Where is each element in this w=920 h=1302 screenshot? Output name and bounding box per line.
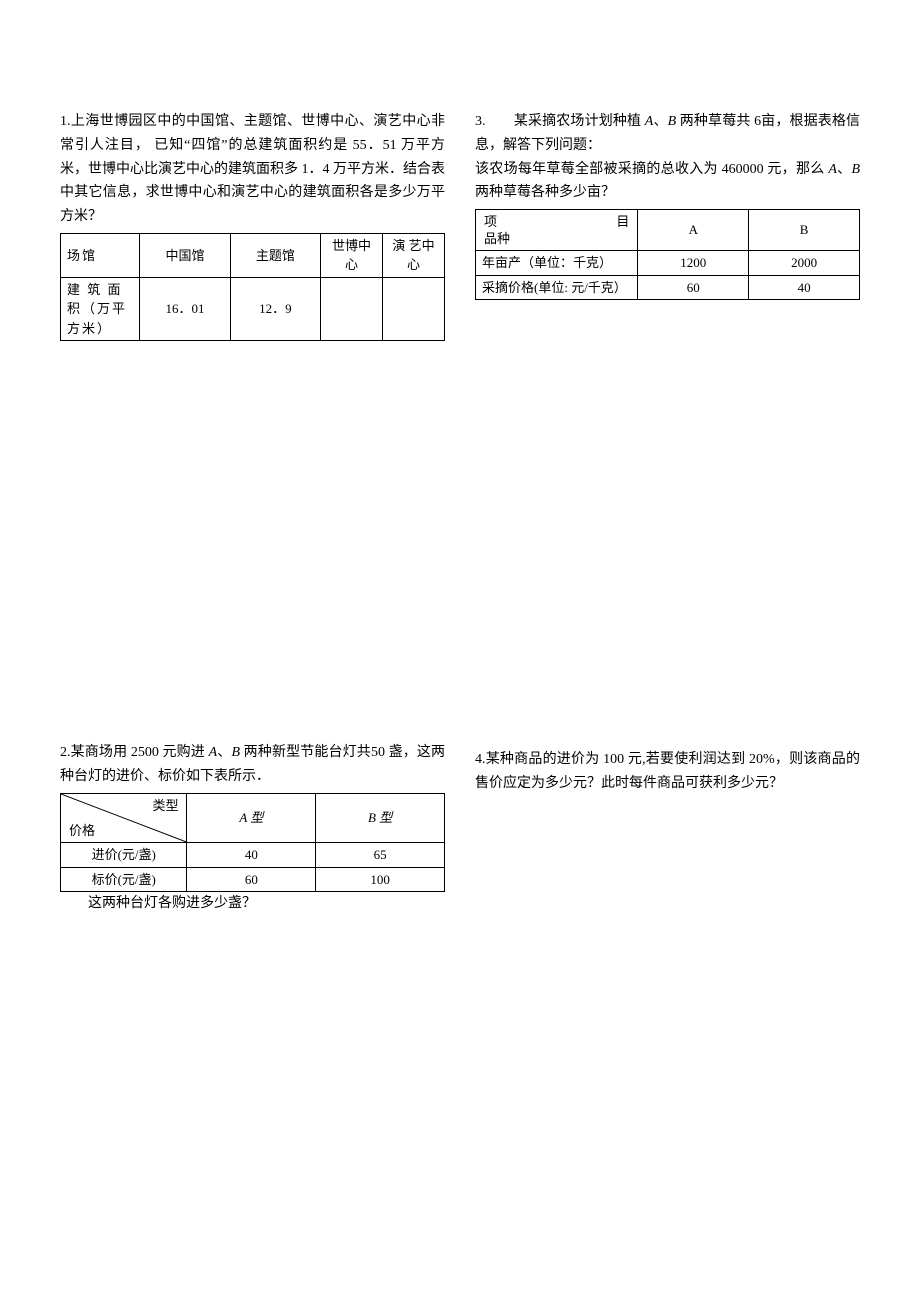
problem-4: 4.某种商品的进价为 100 元,若要使利润达到 20%，则该商品的售价应定为多… [475, 748, 860, 796]
problem-2: 2.某商场用 2500 元购进 A、B 两种新型节能台灯共50 盏，这两种台灯的… [60, 741, 445, 915]
problem-3-text2: 该农场每年草莓全部被采摘的总收入为 460000 元，那么 A、B 两种草莓各种… [475, 158, 860, 206]
q2-col-a: A 型 [187, 794, 316, 843]
q2-a: A [209, 745, 218, 760]
q1-c0: 16．01 [140, 277, 230, 341]
q3-diag-top: 目 [616, 212, 629, 232]
q1-h1: 中国馆 [140, 233, 230, 277]
q2-r0-a: 40 [187, 843, 316, 868]
q3-b2: B [851, 162, 860, 177]
q3-b: B [668, 114, 677, 129]
q2-pre: 2.某商场用 2500 元购进 [60, 745, 209, 760]
q3-a2: A [828, 162, 837, 177]
problem-2-table: 类型 价格 A 型 B 型 进价(元/盏) 40 65 标价(元/盏) 60 1… [60, 793, 445, 892]
problem-4-text: 4.某种商品的进价为 100 元,若要使利润达到 20%，则该商品的售价应定为多… [475, 748, 860, 796]
q1-h4: 演 艺中心 [382, 233, 444, 277]
q1-h2: 主题馆 [230, 233, 320, 277]
q3-mid2: 、 [837, 162, 852, 177]
problem-2-text: 2.某商场用 2500 元购进 A、B 两种新型节能台灯共50 盏，这两种台灯的… [60, 741, 445, 789]
spacer [60, 361, 445, 741]
q2-b: B [231, 745, 240, 760]
q2-diag-top: 类型 [152, 796, 178, 816]
q2-r1-a: 60 [187, 867, 316, 892]
q2-diag-bottom: 价格 [69, 821, 95, 841]
q3-col-b: B [749, 210, 860, 251]
q2-diag-cell: 类型 价格 [61, 794, 187, 843]
q2-col-b: B 型 [316, 794, 445, 843]
q2-r1-b: 100 [316, 867, 445, 892]
q1-c1: 12．9 [230, 277, 320, 341]
q1-c3 [382, 277, 444, 341]
q3-r0-b: 2000 [749, 251, 860, 276]
q1-h0: 场馆 [61, 233, 140, 277]
q3-r1-b: 40 [749, 275, 860, 300]
problem-1: 1.上海世博园区中的中国馆、主题馆、世博中心、演艺中心非常引人注目， 已知“四馆… [60, 110, 445, 341]
q2-tail: 这两种台灯各购进多少盏？ [60, 892, 445, 916]
spacer-2 [475, 320, 860, 748]
problem-3-table: 项 目 品种 A B 年亩产（单位：千克） 1200 2000 采摘价格(单位:… [475, 209, 860, 300]
q1-rowlabel: 建 筑 面积（万平方米） [61, 277, 140, 341]
q3-col-a: A [638, 210, 749, 251]
q1-c2 [320, 277, 382, 341]
q3-r1-a: 60 [638, 275, 749, 300]
q3-mid: 、 [653, 114, 667, 129]
q3-r0-label: 年亩产（单位：千克） [476, 251, 638, 276]
problem-3: 3. 某采摘农场计划种植 A、B 两种草莓共 6亩，根据表格信息，解答下列问题：… [475, 110, 860, 300]
q3-diag-bottom: 品种 [484, 229, 510, 249]
q3-r0-a: 1200 [638, 251, 749, 276]
problem-1-text: 1.上海世博园区中的中国馆、主题馆、世博中心、演艺中心非常引人注目， 已知“四馆… [60, 110, 445, 229]
q2-r1-label: 标价(元/盏) [61, 867, 187, 892]
problem-3-text1: 3. 某采摘农场计划种植 A、B 两种草莓共 6亩，根据表格信息，解答下列问题： [475, 110, 860, 158]
problem-1-table: 场馆 中国馆 主题馆 世博中心 演 艺中心 建 筑 面积（万平方米） 16．01… [60, 233, 445, 342]
q2-r0-label: 进价(元/盏) [61, 843, 187, 868]
q2-r0-b: 65 [316, 843, 445, 868]
q2-mid: 、 [217, 745, 231, 760]
q3-diag-cell: 项 目 品种 [476, 210, 638, 251]
q3-t2pre: 该农场每年草莓全部被采摘的总收入为 460000 元，那么 [475, 162, 828, 177]
q1-h3: 世博中心 [320, 233, 382, 277]
q3-pre: 3. 某采摘农场计划种植 [475, 114, 645, 129]
q3-t2post: 两种草莓各种多少亩？ [475, 185, 615, 200]
q3-r1-label: 采摘价格(单位: 元/千克） [476, 275, 638, 300]
